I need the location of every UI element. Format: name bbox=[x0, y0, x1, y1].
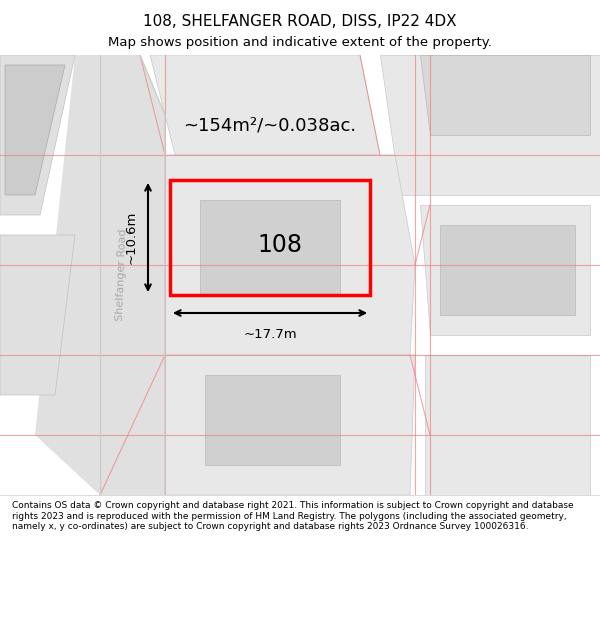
Polygon shape bbox=[5, 65, 65, 195]
Text: Contains OS data © Crown copyright and database right 2021. This information is : Contains OS data © Crown copyright and d… bbox=[12, 501, 574, 531]
Polygon shape bbox=[420, 205, 590, 335]
Polygon shape bbox=[0, 235, 75, 395]
Polygon shape bbox=[150, 55, 380, 155]
Text: ~10.6m: ~10.6m bbox=[125, 211, 138, 264]
Polygon shape bbox=[380, 55, 600, 195]
Polygon shape bbox=[440, 225, 575, 315]
Polygon shape bbox=[165, 355, 415, 495]
Polygon shape bbox=[165, 155, 415, 355]
Text: Shelfanger Road: Shelfanger Road bbox=[115, 229, 128, 321]
Text: ~17.7m: ~17.7m bbox=[243, 328, 297, 341]
Bar bbox=[170, 180, 370, 295]
Text: 108: 108 bbox=[257, 233, 302, 257]
Polygon shape bbox=[205, 375, 340, 465]
Text: 108, SHELFANGER ROAD, DISS, IP22 4DX: 108, SHELFANGER ROAD, DISS, IP22 4DX bbox=[143, 14, 457, 29]
Polygon shape bbox=[35, 55, 165, 495]
Polygon shape bbox=[0, 55, 75, 215]
Polygon shape bbox=[420, 55, 590, 135]
Text: Map shows position and indicative extent of the property.: Map shows position and indicative extent… bbox=[108, 36, 492, 49]
Text: ~154m²/~0.038ac.: ~154m²/~0.038ac. bbox=[184, 116, 356, 134]
Polygon shape bbox=[200, 200, 340, 295]
Polygon shape bbox=[425, 355, 590, 495]
